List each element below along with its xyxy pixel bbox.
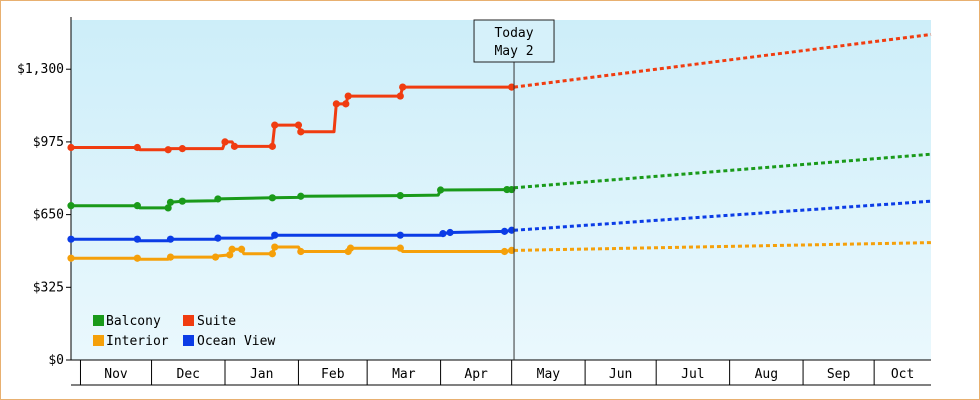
- data-point-balcony: [67, 202, 75, 210]
- data-point-interior: [67, 254, 75, 262]
- data-point-balcony: [297, 192, 305, 200]
- data-point-balcony: [396, 191, 404, 200]
- x-tick-label: May: [537, 367, 561, 382]
- legend: Balcony Suite Interior Ocean View: [93, 314, 275, 349]
- data-point-suite: [399, 83, 407, 91]
- x-tick-label: Oct: [891, 367, 914, 382]
- legend-swatch-ocean-view: [183, 335, 194, 346]
- data-point-ocean-view: [446, 228, 454, 237]
- data-point-interior: [508, 246, 516, 254]
- data-point-interior: [133, 254, 141, 262]
- data-point-suite: [332, 100, 340, 108]
- y-tick-label: $0: [48, 353, 64, 368]
- data-point-suite: [344, 92, 352, 100]
- data-point-balcony: [133, 202, 141, 210]
- data-point-ocean-view: [214, 234, 222, 242]
- data-point-interior: [211, 253, 220, 261]
- data-point-suite: [508, 83, 516, 91]
- data-point-suite: [230, 142, 239, 150]
- data-point-ocean-view: [166, 235, 175, 243]
- data-point-interior: [271, 243, 279, 251]
- data-point-balcony: [164, 204, 172, 212]
- data-point-balcony: [436, 186, 445, 194]
- x-tick-label: Feb: [321, 367, 345, 382]
- data-point-ocean-view: [133, 235, 141, 243]
- y-tick-label: $975: [33, 135, 64, 150]
- y-tick-label: $1,300: [17, 62, 64, 77]
- data-point-balcony: [508, 185, 516, 194]
- data-point-interior: [346, 244, 355, 252]
- data-point-interior: [226, 251, 234, 259]
- data-point-suite: [342, 100, 350, 108]
- data-point-suite: [67, 143, 75, 152]
- today-label: Today May 2: [473, 19, 555, 63]
- x-tick-label: Jun: [609, 367, 632, 382]
- data-point-ocean-view: [67, 235, 75, 243]
- series-suite: [67, 33, 932, 154]
- data-point-suite: [294, 121, 303, 129]
- x-tick-label: Mar: [392, 367, 416, 382]
- data-point-interior: [396, 244, 404, 252]
- data-point-balcony: [166, 198, 175, 206]
- x-tick-label: Jan: [250, 367, 273, 382]
- data-point-interior: [237, 245, 246, 253]
- data-point-suite: [271, 121, 279, 129]
- data-point-ocean-view: [500, 227, 509, 235]
- series-ocean-view: [67, 199, 932, 243]
- x-tick-label: Sep: [827, 367, 851, 382]
- data-point-suite: [396, 92, 404, 100]
- legend-label-balcony: Balcony: [106, 314, 161, 329]
- data-point-interior: [228, 245, 236, 253]
- data-point-interior: [500, 247, 509, 256]
- data-point-ocean-view: [439, 230, 447, 238]
- data-point-balcony: [268, 194, 276, 202]
- series-interior: [67, 241, 932, 262]
- data-point-suite: [133, 143, 141, 152]
- x-tick-label: Aug: [755, 367, 778, 382]
- data-point-suite: [297, 128, 305, 136]
- legend-label-suite: Suite: [197, 314, 236, 329]
- y-axis: $0 $325 $650 $975 $1,300: [17, 17, 72, 368]
- legend-swatch-balcony: [93, 315, 104, 326]
- data-point-balcony: [214, 195, 222, 203]
- forecast-line-suite: [513, 33, 932, 89]
- legend-label-ocean-view: Ocean View: [197, 334, 275, 349]
- data-point-suite: [221, 138, 229, 146]
- today-label-line2: May 2: [494, 44, 533, 59]
- x-tick-label: Apr: [464, 367, 488, 382]
- legend-swatch-suite: [183, 315, 194, 326]
- legend-swatch-interior: [93, 335, 104, 346]
- data-point-ocean-view: [396, 231, 404, 239]
- x-tick-label: Jul: [681, 367, 704, 382]
- data-point-interior: [166, 253, 175, 261]
- series-balcony: [67, 152, 932, 212]
- data-point-interior: [297, 247, 305, 256]
- y-tick-label: $650: [33, 208, 64, 223]
- x-axis: Nov Dec Jan Feb Mar Apr May Jun Jul Aug Sep Oct: [71, 359, 931, 386]
- data-point-ocean-view: [271, 231, 279, 239]
- data-point-suite: [164, 146, 172, 154]
- x-tick-label: Dec: [177, 367, 200, 382]
- data-point-ocean-view: [508, 226, 516, 234]
- data-point-suite: [268, 142, 276, 150]
- y-tick-label: $325: [33, 280, 64, 295]
- series-layer: [67, 33, 932, 262]
- data-point-interior: [268, 250, 276, 258]
- data-point-balcony: [178, 197, 186, 205]
- x-tick-label: Nov: [104, 367, 128, 382]
- data-point-suite: [178, 145, 186, 153]
- today-label-line1: Today: [494, 26, 533, 41]
- legend-label-interior: Interior: [106, 334, 169, 349]
